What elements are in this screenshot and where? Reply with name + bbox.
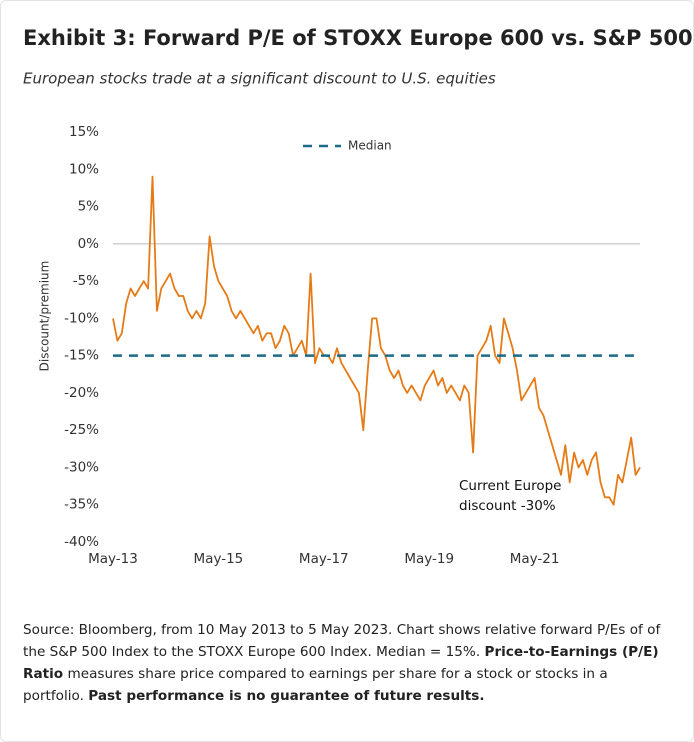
data-line (112, 175, 641, 506)
y-tick-label: -35% (64, 497, 99, 513)
x-tick-label: May-15 (194, 551, 244, 567)
annotation: discount -30% (459, 498, 556, 514)
x-tick-label: May-19 (404, 551, 454, 567)
y-tick-label: -5% (73, 273, 99, 289)
y-axis-label: Discount/premium (38, 261, 52, 372)
x-tick-label: May-21 (510, 551, 560, 567)
chart: Exhibit 3: Forward P/E of STOXX Europe 6… (23, 26, 693, 567)
legend-label: Median (348, 139, 392, 153)
y-tick-label: -10% (64, 310, 99, 326)
y-tick-label: -30% (64, 459, 99, 475)
x-tick-label: May-13 (88, 551, 138, 567)
chart-subtitle: European stocks trade at a significant d… (23, 70, 496, 88)
footer: Source: Bloomberg, from 10 May 2013 to 5… (23, 619, 663, 707)
y-tick-label: 0% (78, 236, 100, 252)
annotation: Current Europe (459, 478, 561, 494)
y-tick-label: -20% (64, 385, 99, 401)
footer-text: measures share price compared to earning… (23, 666, 608, 704)
y-tick-label: 10% (69, 161, 99, 177)
y-tick-label: 15% (69, 124, 99, 140)
y-tick-label: -40% (64, 534, 99, 550)
footer-text: Price-to-Earnings (P/E) Ratio (23, 644, 659, 682)
footer-text: Source: Bloomberg, from 10 May 2013 to 5… (23, 622, 661, 660)
y-tick-label: -25% (64, 422, 99, 438)
footer-text: Past performance is no guarantee of futu… (88, 688, 485, 704)
y-tick-label: 5% (78, 199, 100, 215)
x-tick-label: May-17 (299, 551, 349, 567)
y-tick-label: -15% (64, 348, 99, 364)
chart-title: Exhibit 3: Forward P/E of STOXX Europe 6… (23, 26, 693, 50)
